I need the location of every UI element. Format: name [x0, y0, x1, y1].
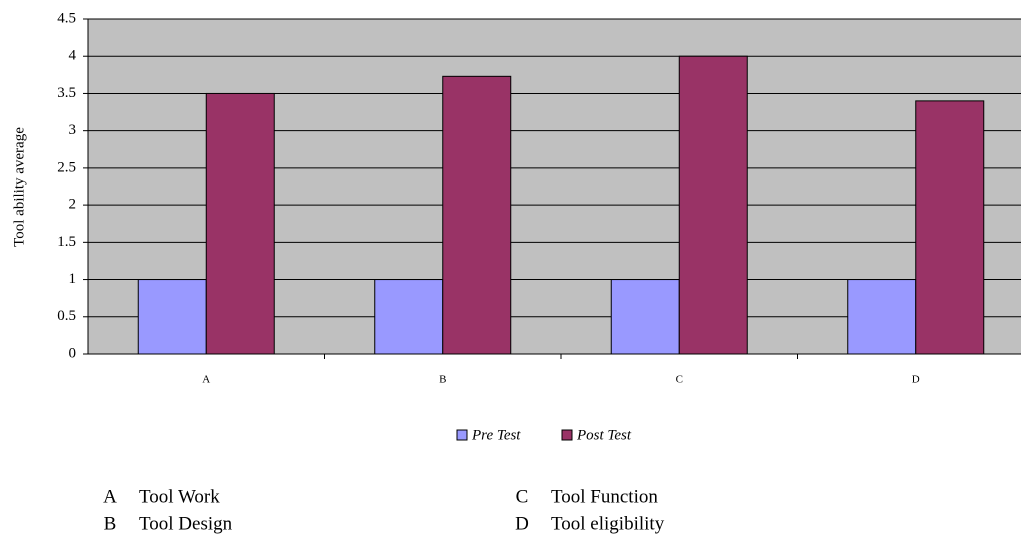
- y-tick-label: 3: [69, 122, 77, 138]
- y-tick-label: 0.5: [57, 308, 76, 324]
- y-tick-label: 1: [69, 271, 77, 287]
- bar: [374, 279, 444, 355]
- bar: [137, 279, 207, 355]
- y-tick-label: 3.5: [57, 85, 76, 101]
- bar: [847, 279, 917, 355]
- y-tick-label: 4.5: [57, 10, 76, 26]
- key-letter: C: [516, 486, 529, 507]
- legend-label: Post Test: [576, 427, 632, 443]
- x-tick-label: A: [202, 374, 210, 386]
- bar: [442, 75, 512, 355]
- bar: [205, 92, 275, 355]
- key-letter: B: [104, 513, 117, 534]
- x-tick-label: C: [676, 374, 683, 386]
- y-tick-label: 2: [69, 197, 77, 213]
- key-label: Tool Function: [551, 486, 658, 507]
- legend-swatch: [456, 429, 468, 441]
- y-tick-label: 4: [69, 48, 77, 64]
- y-axis-label: Tool ability average: [11, 127, 27, 247]
- y-tick-label: 2.5: [57, 159, 76, 175]
- bar: [915, 100, 985, 355]
- y-tick-label: 1.5: [57, 234, 76, 250]
- legend-swatch: [561, 429, 573, 441]
- legend-label: Pre Test: [471, 427, 521, 443]
- key-letter: A: [103, 486, 117, 507]
- bar: [678, 55, 748, 355]
- x-tick-label: D: [912, 374, 920, 386]
- x-tick-label: B: [439, 374, 446, 386]
- bar: [610, 279, 680, 355]
- key-label: Tool eligibility: [551, 513, 665, 534]
- key-letter: D: [515, 513, 529, 534]
- key-label: Tool Work: [139, 486, 220, 507]
- y-tick-label: 0: [69, 345, 77, 361]
- key-label: Tool Design: [139, 513, 233, 534]
